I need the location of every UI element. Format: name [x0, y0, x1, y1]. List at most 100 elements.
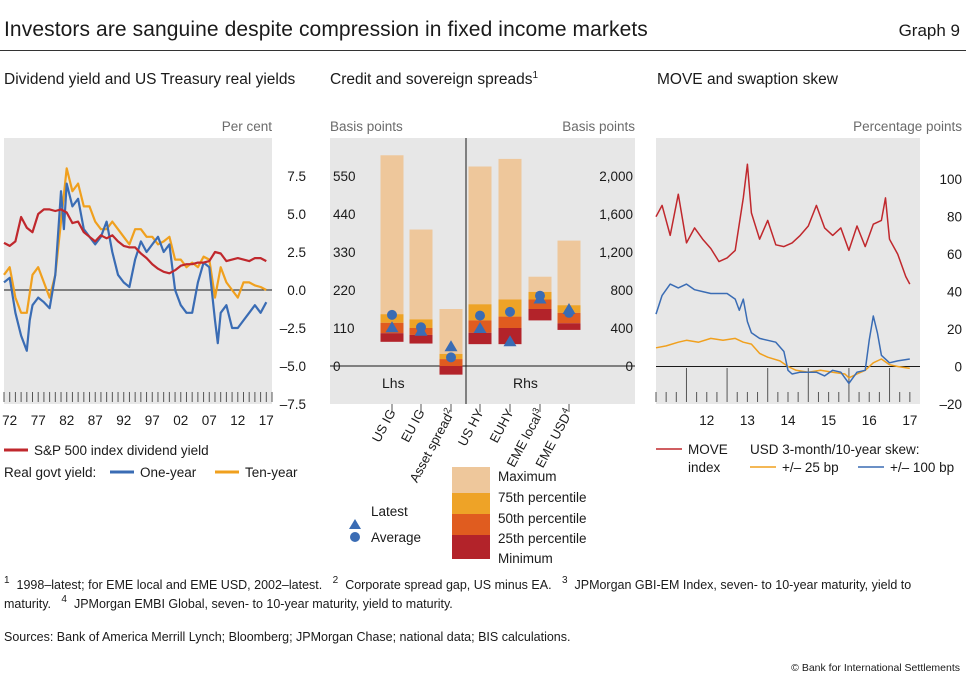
graph-number: Graph 9 — [898, 21, 960, 40]
legend-p25-swatch — [452, 535, 490, 559]
p2-bar-maximum — [380, 155, 404, 315]
panel2-markers — [385, 290, 576, 363]
legend-p50-label: 50th percentile — [498, 511, 587, 526]
p3-ytick-label: 60 — [947, 247, 962, 262]
page-title: Investors are sanguine despite compressi… — [4, 18, 648, 41]
p3-ytick-label: 100 — [939, 172, 962, 187]
p2-bar-p50 — [528, 299, 552, 309]
p2-left-ytick-label: 330 — [333, 245, 356, 260]
p2-bar-maximum — [498, 158, 522, 300]
legend-p75-swatch — [452, 493, 490, 514]
legend-p75-label: 75th percentile — [498, 490, 587, 505]
panel3-axes: 100 80 60 40 20 0 –20 12 13 14 15 16 17 — [655, 172, 962, 428]
p3-skew25-line — [655, 337, 910, 379]
p2-category-note: 3 — [530, 406, 541, 415]
panel2-title-text: Credit and sovereign spreads — [330, 71, 533, 88]
legend-average-label: Average — [371, 530, 421, 545]
p1-xtick-label: 17 — [259, 413, 274, 428]
p2-latest-marker — [385, 321, 399, 333]
p2-right-ytick-label: 800 — [610, 283, 633, 298]
p1-xtick-label: 97 — [145, 413, 160, 428]
p2-left-ytick-label: 440 — [333, 207, 356, 222]
legend-move-label-line1: MOVE — [688, 442, 728, 457]
p3-xtick-label: 16 — [862, 413, 877, 428]
copyright: © Bank for International Settlements — [791, 662, 960, 674]
legend-ten-year-label: Ten-year — [245, 465, 298, 480]
panel2-chart: Basis points Basis points 01102203304405… — [330, 119, 635, 566]
p1-xtick-label: 07 — [202, 413, 217, 428]
p2-latest-marker — [562, 303, 576, 314]
p2-average-marker — [446, 352, 456, 363]
title-divider — [0, 50, 966, 51]
p3-ytick-label: 40 — [947, 285, 962, 300]
p2-category-note: 4 — [559, 406, 570, 415]
p1-dividend-yield-line — [3, 208, 267, 275]
p3-ytick-label: 80 — [947, 210, 962, 225]
p2-bar-maximum — [528, 276, 552, 292]
legend-latest-label: Latest — [371, 504, 408, 519]
panel1-chart: Per cent 7.5 5.0 2.5 0.0 –2.5 –5.0 –7.5 72 77 82 8… — [2, 119, 306, 480]
p2-latest-marker — [444, 340, 458, 352]
panel1-series — [3, 167, 268, 352]
p2-bar-maximum — [468, 166, 492, 305]
panel2-title: Credit and sovereign spreads1 — [330, 70, 640, 89]
panel1-title: Dividend yield and US Treasury real yiel… — [4, 71, 296, 88]
p1-ytick-label: –7.5 — [280, 397, 306, 412]
p2-bar-p25 — [439, 366, 463, 375]
p3-ytick-label: 20 — [947, 322, 962, 337]
p2-latest-marker — [414, 324, 428, 336]
legend-real-govt-prefix: Real govt yield: — [4, 465, 96, 480]
panel1-axes: 7.5 5.0 2.5 0.0 –2.5 –5.0 –7.5 72 77 82 87 92 97 02 07… — [2, 169, 306, 428]
p2-bar-p25 — [468, 332, 492, 345]
p2-left-ytick-label: 220 — [333, 283, 356, 298]
p2-bar-maximum — [439, 309, 463, 354]
p1-xtick-label: 72 — [2, 413, 17, 428]
p2-category-note: 2 — [441, 406, 452, 415]
legend-p50-swatch — [452, 514, 490, 535]
p1-xtick-label: 87 — [88, 413, 103, 428]
legend-skew100-label: +/– 100 bp — [890, 460, 954, 475]
p2-category-label: EUHY — [486, 406, 516, 445]
p1-ytick-label: 0.0 — [287, 283, 306, 298]
p3-xtick-label: 13 — [740, 413, 755, 428]
legend-skew-header: USD 3-month/10-year skew: — [750, 442, 920, 457]
panel3-title: MOVE and swaption skew — [657, 71, 838, 88]
p1-xtick-label: 82 — [59, 413, 74, 428]
p2-bar-p25 — [380, 333, 404, 342]
p1-xtick-label: 02 — [173, 413, 188, 428]
p1-ytick-label: 5.0 — [287, 207, 306, 222]
footnote-3: JPMorgan GBI-EM Index, seven- to 10-year… — [4, 578, 912, 611]
panel2-title-note: 1 — [532, 70, 539, 81]
panel3-series — [655, 163, 911, 385]
p2-category-label: EU IG — [398, 406, 428, 444]
p2-bar-p50 — [557, 312, 581, 324]
legend-one-year-label: One-year — [140, 465, 197, 480]
p1-ytick-label: –2.5 — [280, 321, 306, 336]
panel1-plot-background — [4, 138, 272, 404]
panel1-units-label: Per cent — [222, 119, 273, 134]
legend-skew25-label: +/– 25 bp — [782, 460, 839, 475]
legend-average-marker — [350, 532, 360, 542]
panel3-units-label: Percentage points — [853, 119, 962, 134]
footnote-1: 1998–latest; for EME local and EME USD, … — [16, 578, 323, 592]
footnote-2: Corporate spread gap, US minus EA. — [345, 578, 552, 592]
panel2-rhs-label: Rhs — [513, 375, 538, 391]
legend-move-label-line2: index — [688, 460, 721, 475]
p2-category-label: US HY — [455, 406, 487, 448]
p2-bar-p25 — [528, 309, 552, 321]
footnotes: 1 1998–latest; for EME local and EME USD… — [4, 575, 912, 612]
p2-bar-p50 — [439, 359, 463, 366]
p2-right-ytick-label: 1,200 — [599, 245, 633, 260]
p2-bar-p50 — [498, 316, 522, 328]
legend-p25-label: 25th percentile — [498, 531, 587, 546]
p3-xtick-label: 12 — [699, 413, 714, 428]
p1-ten-year-line — [3, 167, 267, 314]
p2-average-marker — [387, 309, 397, 320]
p1-xtick-label: 92 — [116, 413, 131, 428]
p2-latest-marker — [503, 335, 517, 347]
p2-average-marker — [475, 310, 485, 321]
p3-move-line — [655, 163, 911, 285]
p2-right-ytick-label: 400 — [610, 321, 633, 336]
